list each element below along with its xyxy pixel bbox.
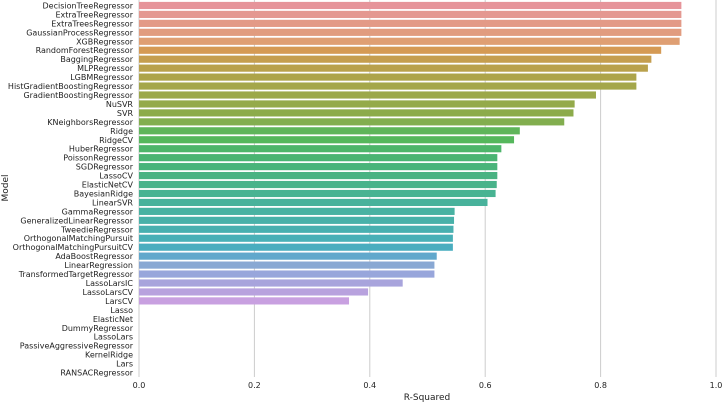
y-tick-label: LinearSVR (92, 198, 133, 207)
bar (139, 234, 453, 242)
y-tick-label: Ridge (110, 127, 133, 136)
bar (139, 198, 488, 207)
y-tick-label: RANSACRegressor (60, 369, 133, 378)
gridlines (138, 0, 717, 377)
y-tick-label: LarsCV (105, 297, 133, 306)
y-tick-label: PoissonRegressor (63, 154, 133, 163)
y-tick-label: LGBMRegressor (70, 73, 134, 82)
y-tick-label: PassiveAggressiveRegressor (20, 342, 134, 351)
y-tick-label: DummyRegressor (62, 324, 134, 333)
y-tick-label: RandomForestRegressor (36, 46, 134, 55)
bar (139, 100, 575, 108)
x-axis-label: R-Squared (404, 393, 451, 403)
x-tick-label: 0.8 (594, 381, 607, 390)
y-tick-label: LassoLarsCV (83, 288, 134, 297)
y-tick-label: OrthogonalMatchingPursuitCV (13, 243, 134, 252)
y-tick-label: Lars (116, 360, 133, 369)
y-tick-labels: DecisionTreeRegressorExtraTreeRegressorE… (8, 1, 134, 377)
y-tick-label: GammaRegressor (62, 207, 134, 216)
y-tick-label: LassoLars (94, 333, 133, 342)
x-tick-labels: 0.0 0.2 0.4 0.6 0.8 1.0 (133, 381, 722, 390)
y-tick-label: ElasticNet (93, 315, 133, 324)
y-tick-label: ExtraTreesRegressor (51, 19, 133, 28)
y-tick-label: AdaBoostRegressor (55, 252, 133, 261)
y-tick-label: KNeighborsRegressor (47, 118, 133, 127)
y-tick-label: DecisionTreeRegressor (43, 1, 134, 10)
bar (139, 136, 515, 144)
bar (139, 145, 502, 153)
y-tick-label: BaggingRegressor (60, 55, 133, 64)
x-tick-label: 0.6 (479, 381, 492, 390)
y-tick-label: LassoCV (99, 172, 133, 181)
bar (139, 243, 453, 251)
y-tick-label: HuberRegressor (69, 145, 134, 154)
y-tick-label: XGBRegressor (76, 37, 134, 46)
y-tick-label: SVR (117, 109, 134, 118)
y-tick-label: MLPRegressor (77, 64, 134, 73)
bar (139, 91, 596, 99)
y-tick-label: GeneralizedLinearRegressor (20, 216, 133, 225)
x-tick-label: 1.0 (710, 381, 722, 390)
bar (139, 82, 637, 90)
x-tick-label: 0.0 (133, 381, 146, 390)
bar (139, 252, 437, 260)
bar (139, 189, 496, 198)
bar (139, 55, 652, 63)
bar (139, 37, 680, 45)
y-tick-label: ExtraTreeRegressor (55, 10, 133, 19)
y-tick-label: HistGradientBoostingRegressor (8, 82, 134, 91)
bar (139, 279, 403, 287)
bar (139, 297, 350, 305)
bar (139, 118, 565, 126)
x-tick-label: 0.4 (363, 381, 376, 390)
bar (139, 64, 648, 72)
bar (139, 46, 662, 54)
y-tick-label: OrthogonalMatchingPursuit (24, 234, 133, 243)
y-tick-label: LassoLarsIC (86, 279, 134, 288)
bar (139, 180, 497, 189)
y-tick-label: Lasso (110, 306, 133, 315)
bar (139, 288, 369, 296)
y-tick-label: LinearRegression (64, 261, 133, 270)
y-tick-label: TweedieRegressor (60, 225, 134, 234)
y-tick-label: NuSVR (106, 100, 134, 109)
y-tick-label: RidgeCV (99, 136, 133, 145)
y-tick-label: SGDRegressor (76, 163, 134, 172)
plot-area (139, 0, 716, 377)
bar (139, 28, 682, 36)
bar (139, 10, 682, 19)
bar (139, 207, 455, 215)
bar (139, 261, 435, 269)
y-tick-label: BayesianRidge (74, 189, 133, 198)
bar (139, 171, 498, 180)
x-tick-label: 0.2 (248, 381, 261, 390)
bar (139, 127, 520, 135)
y-axis-label: Model (1, 174, 11, 201)
bar (139, 109, 574, 117)
y-tick-label: ElasticNetCV (82, 181, 134, 190)
y-tick-label: KernelRidge (85, 351, 133, 360)
bar (139, 1, 682, 10)
y-tick-label: TransformedTargetRegressor (18, 270, 134, 279)
bar (139, 216, 455, 224)
bar (139, 225, 454, 233)
y-tick-label: GaussianProcessRegressor (26, 28, 134, 37)
bar (139, 163, 498, 171)
bar (139, 19, 682, 27)
y-tick-label: GradientBoostingRegressor (23, 91, 133, 100)
bar (139, 73, 637, 81)
bar (139, 270, 435, 278)
bars (139, 1, 682, 305)
bar (139, 154, 498, 162)
